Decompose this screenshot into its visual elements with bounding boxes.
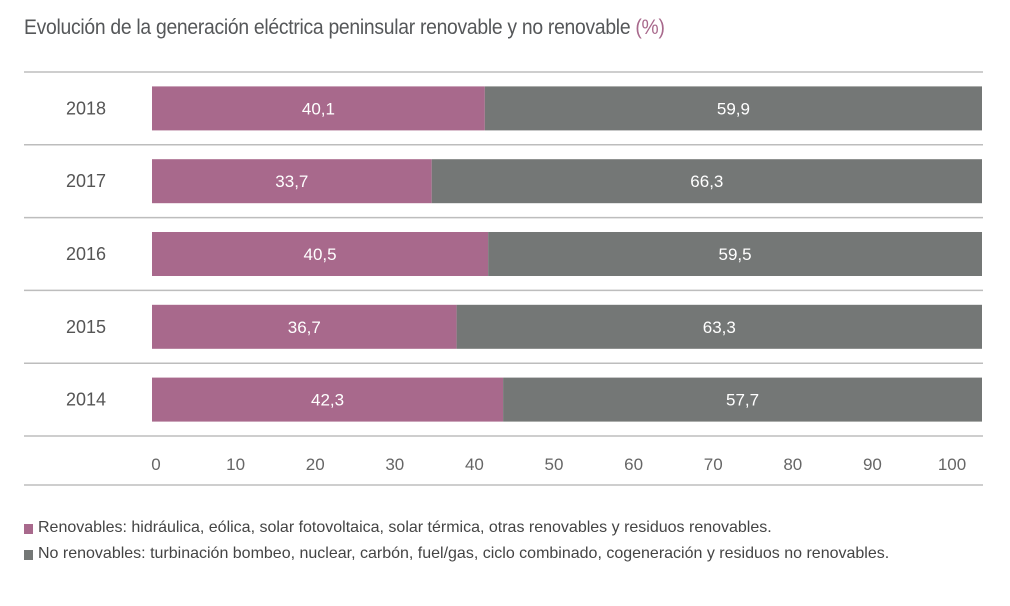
x-tick-label: 70 — [704, 455, 723, 474]
category-label: 2014 — [66, 390, 106, 410]
x-tick-label: 60 — [624, 455, 643, 474]
bar-non-renewable — [503, 377, 982, 422]
x-tick-label: 0 — [151, 455, 160, 474]
bar-renewable — [152, 232, 489, 276]
x-tick-label: 20 — [306, 455, 325, 474]
x-tick-label: 10 — [226, 455, 245, 474]
legend-text-non-renewable: No renovables: turbinación bombeo, nucle… — [38, 545, 890, 562]
category-label: 2015 — [66, 317, 106, 337]
bar-non-renewable — [431, 159, 983, 204]
legend-swatch-renewable — [24, 524, 33, 534]
x-tick-label: 90 — [863, 455, 882, 474]
chart-title-unit: (%) — [635, 16, 665, 39]
bar-non-renewable — [456, 304, 982, 349]
x-tick-label: 80 — [783, 455, 802, 474]
bar-renewable — [152, 86, 485, 131]
bar-renewable — [152, 304, 457, 349]
x-tick-label: 30 — [385, 455, 404, 474]
category-label: 2017 — [66, 171, 106, 191]
category-label: 2016 — [66, 244, 106, 264]
bar-non-renewable — [488, 232, 982, 276]
chart-rows: 2018 40,1 59,9 2017 33,7 66,3 2016 40,5 59,5 2015… — [24, 71, 983, 437]
chart-title: Evolución de la generación eléctrica pen… — [24, 16, 665, 40]
x-axis: 0 10 20 30 40 50 60 70 80 90 100 — [24, 455, 983, 486]
data-label: 57,7 — [726, 391, 759, 410]
data-label: 59,9 — [717, 99, 750, 118]
legend: Renovables: hidráulica, eólica, solar fo… — [24, 515, 938, 567]
bar-renewable — [152, 377, 504, 422]
legend-item-renewable: Renovables: hidráulica, eólica, solar fo… — [24, 515, 938, 541]
x-tick-label: 40 — [465, 455, 484, 474]
data-label: 66,3 — [690, 172, 723, 191]
data-label: 36,7 — [288, 318, 321, 337]
data-label: 40,1 — [302, 99, 335, 118]
stacked-bar-chart: 2018 40,1 59,9 2017 33,7 66,3 2016 40,5 59,5 2015… — [24, 71, 983, 486]
data-label: 33,7 — [275, 172, 308, 191]
legend-swatch-non-renewable — [24, 550, 33, 560]
x-tick-label: 100 — [938, 455, 966, 474]
x-tick-label: 50 — [545, 455, 564, 474]
bar-renewable — [152, 159, 432, 204]
legend-item-non-renewable: No renovables: turbinación bombeo, nucle… — [24, 541, 938, 567]
chart-title-text: Evolución de la generación eléctrica pen… — [24, 16, 631, 39]
data-label: 59,5 — [719, 245, 752, 264]
legend-text-renewable: Renovables: hidráulica, eólica, solar fo… — [38, 519, 772, 536]
data-label: 42,3 — [311, 391, 344, 410]
data-label: 40,5 — [304, 245, 337, 264]
bar-non-renewable — [484, 86, 982, 131]
category-label: 2018 — [66, 98, 106, 118]
data-label: 63,3 — [703, 318, 736, 337]
